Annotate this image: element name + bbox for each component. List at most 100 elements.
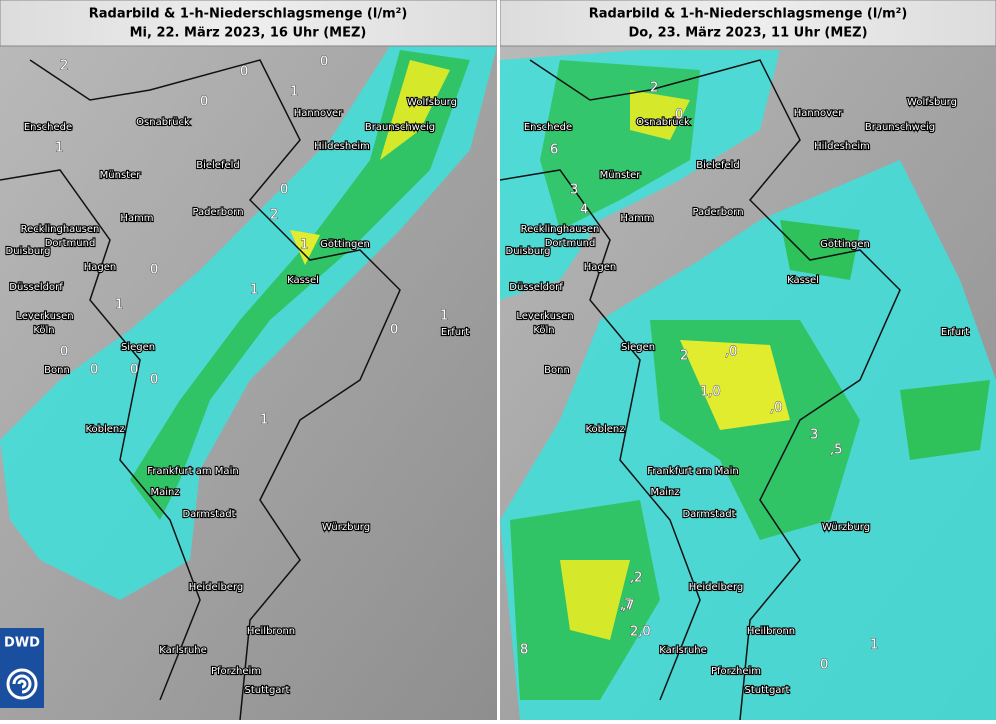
precip-label: 1	[870, 638, 878, 653]
city-label: Karlsruhe	[159, 645, 207, 656]
panel-subtitle: Mi, 22. März 2023, 16 Uhr (MEZ)	[130, 26, 367, 41]
city-label: Dortmund	[545, 238, 596, 249]
precip-label: 0	[150, 373, 158, 388]
right-map	[500, 46, 996, 720]
precip-label: 1	[250, 283, 258, 298]
city-label: Wolfsburg	[407, 97, 457, 108]
city-label: Hamm	[120, 213, 153, 224]
city-label: Stuttgart	[745, 685, 790, 696]
city-label: Hildesheim	[314, 141, 370, 152]
city-label: Münster	[100, 170, 142, 181]
panel-subtitle: Do, 23. März 2023, 11 Uhr (MEZ)	[628, 26, 867, 41]
city-label: Koblenz	[85, 424, 124, 435]
city-label: Hagen	[84, 262, 117, 273]
precip-label: 2	[680, 349, 688, 364]
right-header	[499, 0, 996, 47]
city-label: Köln	[533, 325, 554, 336]
panel-title: Radarbild & 1-h-Niederschlagsmenge (l/m²…	[89, 7, 408, 22]
city-label: Hamm	[620, 213, 653, 224]
city-label: Erfurt	[441, 327, 469, 338]
city-label: Darmstadt	[682, 509, 735, 520]
city-label: Kassel	[287, 275, 319, 286]
precip-label: ,7	[622, 599, 634, 614]
city-label: Dortmund	[45, 238, 96, 249]
city-label: Düsseldorf	[9, 282, 63, 293]
city-label: Kassel	[787, 275, 819, 286]
precip-label: ,0	[770, 401, 782, 416]
left-header	[0, 0, 498, 47]
city-label: Mainz	[650, 487, 679, 498]
city-label: Darmstadt	[182, 509, 235, 520]
precip-label: 1	[260, 413, 268, 428]
precip-label: 0	[280, 183, 288, 198]
city-label: Bonn	[44, 365, 70, 376]
precip-label: 2	[270, 208, 278, 223]
city-label: Frankfurt am Main	[147, 466, 238, 477]
city-label: Siegen	[621, 342, 655, 353]
city-label: Düsseldorf	[509, 282, 563, 293]
panel-title: Radarbild & 1-h-Niederschlagsmenge (l/m²…	[589, 7, 908, 22]
city-label: Duisburg	[6, 246, 51, 257]
city-label: Paderborn	[692, 207, 743, 218]
precip-label: 0	[240, 65, 248, 80]
city-label: Bonn	[544, 365, 570, 376]
precip-label: ,5	[830, 443, 842, 458]
precip-label: 4	[580, 203, 588, 218]
city-label: Siegen	[121, 342, 155, 353]
city-label: Hannover	[294, 108, 344, 119]
city-label: Recklinghausen	[21, 224, 100, 235]
city-label: Münster	[600, 170, 642, 181]
precip-label: 0	[150, 263, 158, 278]
city-label: Braunschweig	[865, 122, 935, 133]
city-label: Hildesheim	[814, 141, 870, 152]
precip-label: 1	[55, 141, 63, 156]
city-label: Mainz	[150, 487, 179, 498]
city-label: Braunschweig	[365, 122, 435, 133]
precip-label: 1	[115, 298, 123, 313]
precip-label: 0	[130, 363, 138, 378]
city-label: Heidelberg	[689, 582, 744, 593]
city-label: Pforzheim	[211, 666, 261, 677]
city-label: Frankfurt am Main	[647, 466, 738, 477]
city-label: Heilbronn	[747, 626, 795, 637]
precip-label: 0	[820, 658, 828, 673]
city-label: Paderborn	[192, 207, 243, 218]
precip-label: 2	[60, 59, 68, 74]
city-label: Enschede	[24, 122, 72, 133]
precip-label: 3	[570, 183, 578, 198]
city-label: Leverkusen	[16, 311, 73, 322]
city-label: Göttingen	[820, 239, 870, 250]
city-label: Hagen	[584, 262, 617, 273]
logo-text: DWD	[4, 636, 40, 651]
city-label: Karlsruhe	[659, 645, 707, 656]
city-label: Bielefeld	[196, 160, 240, 171]
city-label: Pforzheim	[711, 666, 761, 677]
city-label: Osnabrück	[136, 117, 190, 128]
city-label: Enschede	[524, 122, 572, 133]
city-label: Heidelberg	[189, 582, 244, 593]
precip-label: 2,0	[630, 625, 651, 640]
precip-label: 0	[90, 363, 98, 378]
precip-label: ,0	[725, 345, 737, 360]
city-label: Heilbronn	[247, 626, 295, 637]
city-label: Recklinghausen	[521, 224, 600, 235]
precip-label: 1,0	[700, 385, 721, 400]
city-label: Duisburg	[506, 246, 551, 257]
precip-label: 0	[320, 55, 328, 70]
precip-label: 0	[390, 323, 398, 338]
city-label: Göttingen	[320, 239, 370, 250]
city-label: Osnabrück	[636, 117, 690, 128]
city-label: Stuttgart	[245, 685, 290, 696]
city-label: Leverkusen	[516, 311, 573, 322]
city-label: Bielefeld	[696, 160, 740, 171]
city-label: Würzburg	[822, 522, 870, 533]
city-label: Hannover	[794, 108, 844, 119]
precip-label: ,2	[630, 571, 642, 586]
city-label: Wolfsburg	[907, 97, 957, 108]
city-label: Koblenz	[585, 424, 624, 435]
precip-label: 3	[810, 428, 818, 443]
left-map	[0, 46, 497, 720]
city-label: Erfurt	[941, 327, 969, 338]
precip-label: 0	[60, 345, 68, 360]
